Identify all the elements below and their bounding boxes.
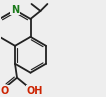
Text: OH: OH [27,86,43,96]
Text: N: N [11,5,19,15]
Text: O: O [1,86,9,96]
